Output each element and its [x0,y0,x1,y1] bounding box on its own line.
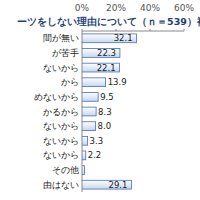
tick-label: 20% [106,3,126,13]
category-label: ないから [43,121,79,131]
category-label: 間が無い [43,33,79,43]
bar [82,78,106,87]
tick-label: 40% [140,3,160,13]
title: ーツをしない理由について（ｎ＝539）複 [17,16,200,28]
bar [82,136,88,145]
data-label: 13.9 [108,77,127,87]
category-label: めないから [34,92,79,102]
bar [82,151,86,160]
bar [82,166,85,175]
category-label: ないから [43,136,79,146]
category-label: ないから [43,63,79,73]
category-label: が苦手 [52,48,79,58]
data-label: 32.1 [114,33,133,43]
bar [82,34,137,43]
bar [82,107,96,116]
data-label: 2.2 [88,150,102,160]
data-label: 8.3 [98,107,112,117]
data-label: 9.5 [100,92,114,102]
category-label: その他 [52,165,79,175]
tick-label: 60% [174,3,194,13]
data-label: 22.3 [97,48,116,58]
data-label: 22.1 [97,63,116,73]
bars [82,34,137,189]
tick-label: 0% [75,3,90,13]
category-label: 由はない [43,180,79,190]
chart: ーツをしない理由について（ｎ＝539）複 0% 20% 40% 60% 間が無いが苦手ない… [0,0,200,200]
bar [82,92,98,101]
bar [82,63,120,72]
data-label: 29.1 [109,180,128,190]
data-label: 8.0 [98,121,112,131]
bar [82,180,131,189]
data-label: 3.3 [90,136,104,146]
category-label: ないから [43,150,79,160]
x-axis [82,31,184,32]
bar [82,49,120,58]
category-label: から [61,77,79,87]
bar [82,122,96,131]
category-label: かるから [43,107,79,117]
